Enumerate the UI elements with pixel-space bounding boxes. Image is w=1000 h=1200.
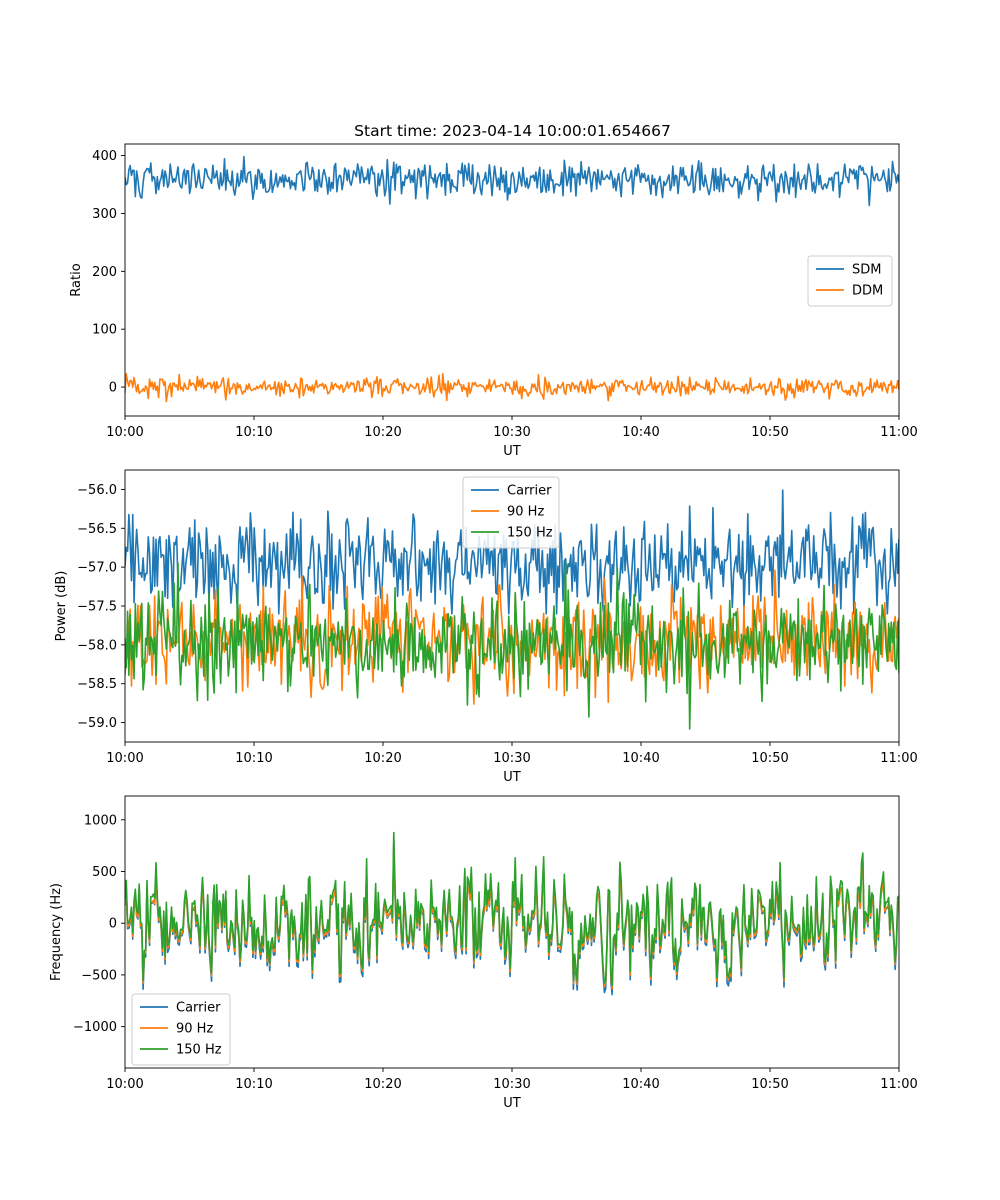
x-tick-label: 10:50 <box>751 751 788 766</box>
x-tick-label: 11:00 <box>880 1077 917 1092</box>
y-axis-label: Power (dB) <box>54 571 69 642</box>
series-line-ddm <box>125 372 899 403</box>
y-tick-label: −1000 <box>73 1020 117 1035</box>
figure-title: Start time: 2023-04-14 10:00:01.654667 <box>354 122 671 140</box>
legend-entry: DDM <box>852 284 883 299</box>
y-axis-label: Ratio <box>69 263 84 296</box>
x-tick-label: 10:40 <box>622 425 659 440</box>
legend-entry: Carrier <box>176 1001 221 1016</box>
x-tick-label: 10:10 <box>235 1077 272 1092</box>
x-tick-label: 10:10 <box>235 425 272 440</box>
x-tick-label: 10:30 <box>493 425 530 440</box>
series-line-150-hz <box>125 561 899 730</box>
legend-entry: 90 Hz <box>176 1022 213 1037</box>
legend-box <box>131 993 231 1066</box>
y-axis-label: Frequency (Hz) <box>49 883 64 981</box>
y-tick-label: −56.5 <box>77 522 117 537</box>
legend-entry: Carrier <box>507 484 552 499</box>
x-tick-label: 10:50 <box>751 1077 788 1092</box>
legend-box <box>462 476 560 549</box>
x-tick-label: 10:20 <box>364 425 401 440</box>
legend: Carrier 90 Hz 150 Hz <box>131 993 231 1066</box>
series-line-150-hz <box>125 831 899 987</box>
y-tick-label: 400 <box>92 149 117 164</box>
power-panel: 10:00 10:10 10:20 10:30 10:40 10:50 11:00 UT −59… <box>54 469 918 785</box>
x-tick-label: 10:10 <box>235 751 272 766</box>
x-tick-label: 11:00 <box>880 425 917 440</box>
series-line-carrier <box>125 489 899 615</box>
legend-entry: 150 Hz <box>507 526 553 541</box>
x-tick-label: 10:40 <box>622 751 659 766</box>
x-tick-label: 10:30 <box>493 1077 530 1092</box>
x-tick-label: 10:00 <box>106 1077 143 1092</box>
x-axis-label: UT <box>503 770 521 785</box>
x-axis-label: UT <box>503 1096 521 1111</box>
y-tick-label: 0 <box>109 381 117 396</box>
x-axis-label: UT <box>503 444 521 459</box>
x-tick-label: 10:00 <box>106 425 143 440</box>
legend-entry: 150 Hz <box>176 1043 222 1058</box>
x-tick-label: 10:30 <box>493 751 530 766</box>
x-tick-label: 10:20 <box>364 751 401 766</box>
legend: SDM DDM <box>807 255 893 307</box>
y-tick-label: −58.0 <box>77 638 117 653</box>
frequency-panel: 10:00 10:10 10:20 10:30 10:40 10:50 11:00 UT −10… <box>49 795 918 1111</box>
x-tick-label: 10:00 <box>106 751 143 766</box>
ratio-panel: 10:00 10:10 10:20 10:30 10:40 10:50 11:00 UT 0 10… <box>69 143 918 459</box>
y-tick-label: 500 <box>92 865 117 880</box>
x-tick-label: 10:20 <box>364 1077 401 1092</box>
legend-entry: 90 Hz <box>507 505 544 520</box>
legend-entry: SDM <box>852 263 881 278</box>
x-tick-label: 10:50 <box>751 425 788 440</box>
x-tick-label: 11:00 <box>880 751 917 766</box>
y-tick-label: −57.0 <box>77 561 117 576</box>
y-tick-label: −57.5 <box>77 600 117 615</box>
y-tick-label: 1000 <box>84 813 117 828</box>
y-tick-label: 300 <box>92 207 117 222</box>
y-tick-label: −58.5 <box>77 677 117 692</box>
y-tick-label: −500 <box>81 968 117 983</box>
y-tick-label: −56.0 <box>77 483 117 498</box>
y-tick-label: 200 <box>92 265 117 280</box>
y-tick-label: 0 <box>109 917 117 932</box>
y-tick-label: −59.0 <box>77 716 117 731</box>
x-tick-label: 10:40 <box>622 1077 659 1092</box>
y-tick-label: 100 <box>92 323 117 338</box>
series-line-sdm <box>125 155 899 207</box>
legend: Carrier 90 Hz 150 Hz <box>462 476 560 549</box>
